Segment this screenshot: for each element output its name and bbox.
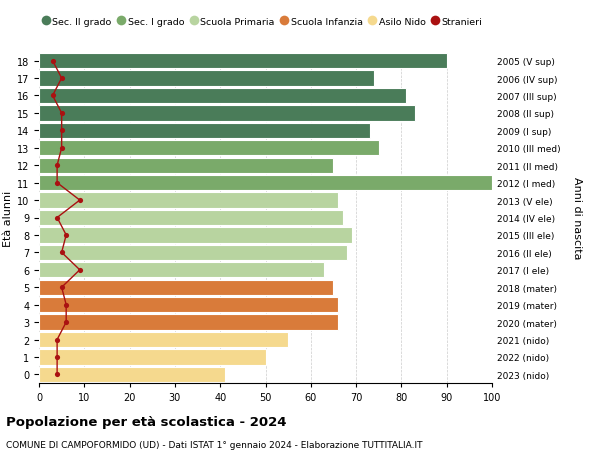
Point	[57, 110, 67, 118]
Point	[57, 249, 67, 257]
Point	[48, 93, 58, 100]
Bar	[39, 141, 379, 156]
Point	[57, 75, 67, 83]
Bar	[39, 210, 343, 226]
Bar	[39, 349, 265, 365]
Bar	[39, 71, 374, 87]
Point	[61, 232, 71, 239]
Y-axis label: Anni di nascita: Anni di nascita	[572, 177, 581, 259]
Bar	[39, 245, 347, 260]
Point	[52, 353, 62, 361]
Point	[48, 58, 58, 65]
Text: COMUNE DI CAMPOFORMIDO (UD) - Dati ISTAT 1° gennaio 2024 - Elaborazione TUTTITAL: COMUNE DI CAMPOFORMIDO (UD) - Dati ISTAT…	[6, 440, 422, 449]
Bar	[39, 106, 415, 121]
Point	[61, 319, 71, 326]
Bar	[39, 332, 288, 347]
Bar	[39, 54, 446, 69]
Point	[52, 214, 62, 222]
Point	[57, 128, 67, 135]
Point	[52, 162, 62, 169]
Point	[75, 197, 85, 204]
Bar	[39, 315, 338, 330]
Legend: Sec. II grado, Sec. I grado, Scuola Primaria, Scuola Infanzia, Asilo Nido, Stran: Sec. II grado, Sec. I grado, Scuola Prim…	[44, 18, 482, 27]
Point	[52, 371, 62, 378]
Text: Popolazione per età scolastica - 2024: Popolazione per età scolastica - 2024	[6, 415, 287, 428]
Bar	[39, 193, 338, 208]
Bar	[39, 297, 338, 313]
Bar	[39, 263, 325, 278]
Bar	[39, 367, 225, 382]
Bar	[39, 89, 406, 104]
Y-axis label: Età alunni: Età alunni	[3, 190, 13, 246]
Bar	[39, 123, 370, 139]
Bar	[39, 176, 492, 191]
Point	[52, 336, 62, 343]
Point	[52, 179, 62, 187]
Point	[57, 284, 67, 291]
Point	[61, 301, 71, 308]
Bar	[39, 158, 334, 174]
Point	[75, 267, 85, 274]
Bar	[39, 228, 352, 243]
Point	[57, 145, 67, 152]
Bar	[39, 280, 334, 295]
